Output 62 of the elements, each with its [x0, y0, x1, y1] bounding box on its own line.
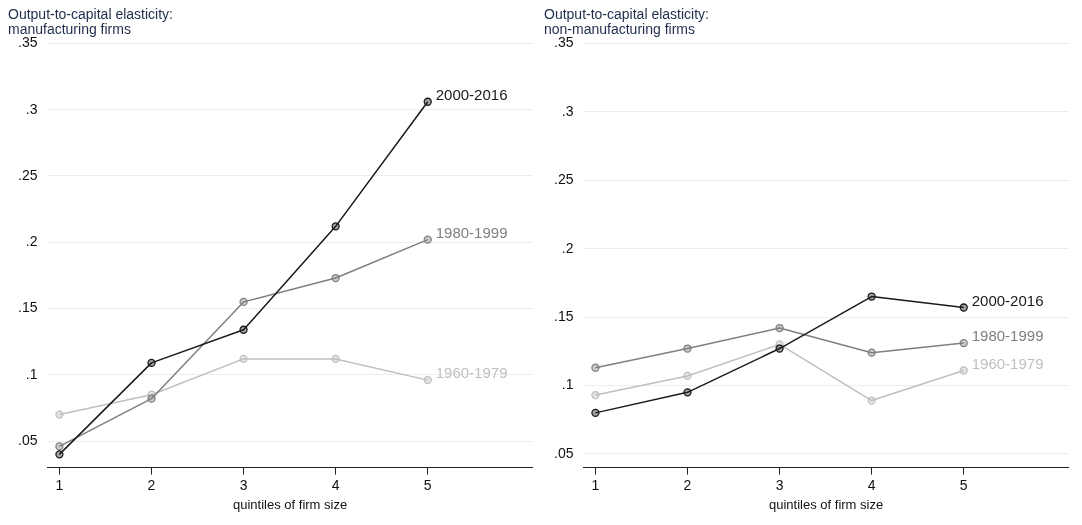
point	[591, 408, 600, 418]
point	[423, 375, 432, 385]
series-label: 1980-1999	[435, 223, 508, 241]
point	[55, 442, 64, 451]
y-tick-label: .2	[25, 233, 38, 250]
y-tick-label: .15	[553, 307, 574, 324]
x-tick-label: 3	[775, 476, 784, 493]
point	[683, 371, 692, 381]
x-tick-label: 5	[959, 476, 968, 493]
y-tick-label: .25	[17, 166, 38, 183]
x-tick-label: 2	[147, 476, 156, 493]
point	[959, 366, 968, 375]
x-tick-label: 4	[331, 476, 340, 493]
point	[591, 390, 600, 400]
series-label: 2000-2016	[971, 291, 1044, 309]
y-tick-label: .1	[25, 365, 38, 382]
point	[867, 348, 876, 357]
y-tick-label: .1	[561, 376, 574, 393]
y-tick-label: .25	[553, 171, 574, 188]
point	[239, 297, 248, 307]
series-label: 1980-1999	[971, 327, 1044, 345]
x-tick-label: 3	[239, 476, 248, 493]
point	[423, 97, 432, 106]
point	[959, 338, 968, 348]
x-axis-title: quintiles of firm size	[769, 496, 884, 512]
chart-title: Output-to-capital elasticity: non-manufacturing firms	[544, 6, 709, 37]
point	[55, 450, 64, 459]
point	[591, 363, 600, 372]
y-tick-label: .05	[553, 444, 574, 461]
point	[239, 354, 248, 364]
y-tick-label: .05	[17, 431, 38, 448]
point	[331, 273, 340, 283]
x-tick-label: 1	[55, 476, 64, 493]
x-axis-title: quintiles of firm size	[233, 496, 348, 512]
point	[683, 344, 692, 353]
y-tick-label: .15	[17, 299, 38, 316]
point	[147, 358, 156, 368]
point	[423, 235, 432, 244]
y-tick-label: .3	[561, 102, 574, 119]
y-tick-label: .2	[561, 239, 574, 256]
y-tick-label: .35	[17, 34, 38, 51]
series-label: 1960-1979	[971, 354, 1044, 372]
series-label: 1960-1979	[435, 364, 508, 382]
point	[239, 325, 248, 334]
x-tick-label: 4	[867, 476, 876, 493]
point	[331, 222, 340, 231]
point	[331, 354, 340, 364]
chart-title: Output-to-capital elasticity: manufacturing firms	[8, 6, 173, 37]
point	[867, 396, 876, 405]
point	[775, 344, 784, 353]
point	[959, 303, 968, 312]
x-tick-label: 5	[423, 476, 432, 493]
x-tick-label: 1	[591, 476, 600, 493]
point	[683, 388, 692, 397]
y-tick-label: .3	[25, 100, 38, 117]
point	[775, 323, 784, 333]
x-tick-label: 2	[683, 476, 692, 493]
point	[55, 410, 64, 419]
y-tick-label: .35	[553, 34, 574, 51]
point	[867, 292, 876, 301]
series-label: 2000-2016	[435, 85, 508, 103]
point	[147, 394, 156, 403]
